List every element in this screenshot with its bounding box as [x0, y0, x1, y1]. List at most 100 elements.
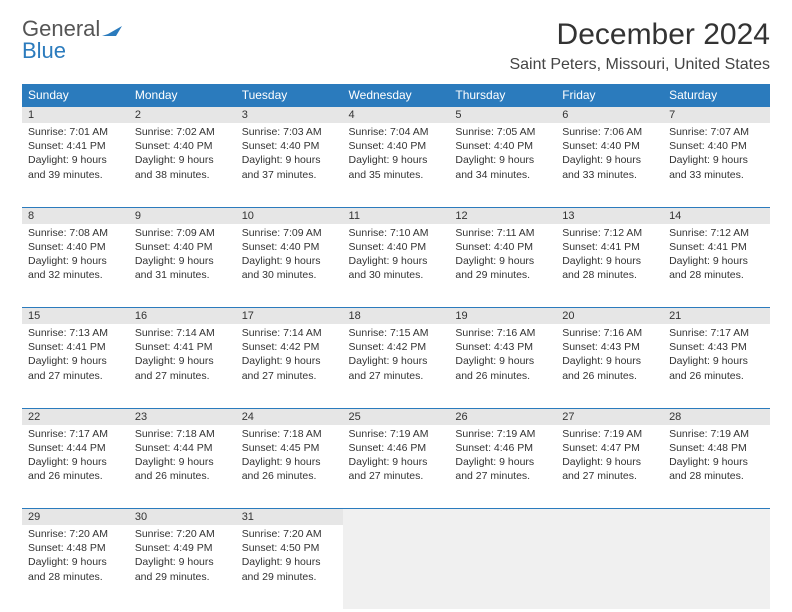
day-number-cell: 14: [663, 207, 770, 224]
sunset-text: Sunset: 4:40 PM: [669, 139, 764, 153]
day-body-row: Sunrise: 7:08 AMSunset: 4:40 PMDaylight:…: [22, 224, 770, 308]
daylight-line2: and 31 minutes.: [135, 268, 230, 282]
sunrise-text: Sunrise: 7:07 AM: [669, 125, 764, 139]
sunrise-text: Sunrise: 7:11 AM: [455, 226, 550, 240]
daylight-line2: and 29 minutes.: [242, 570, 337, 584]
sunset-text: Sunset: 4:41 PM: [135, 340, 230, 354]
daylight-line1: Daylight: 9 hours: [349, 254, 444, 268]
daylight-line1: Daylight: 9 hours: [135, 455, 230, 469]
sunrise-text: Sunrise: 7:19 AM: [669, 427, 764, 441]
daylight-line1: Daylight: 9 hours: [349, 455, 444, 469]
day-number-cell: 2: [129, 107, 236, 124]
daylight-line2: and 26 minutes.: [669, 369, 764, 383]
day-body-cell: Sunrise: 7:11 AMSunset: 4:40 PMDaylight:…: [449, 224, 556, 308]
day-number-cell: 20: [556, 308, 663, 325]
day-number-cell: 11: [343, 207, 450, 224]
sunset-text: Sunset: 4:44 PM: [28, 441, 123, 455]
daylight-line1: Daylight: 9 hours: [455, 455, 550, 469]
daylight-line2: and 32 minutes.: [28, 268, 123, 282]
day-body-row: Sunrise: 7:13 AMSunset: 4:41 PMDaylight:…: [22, 324, 770, 408]
day-number-cell: 25: [343, 408, 450, 425]
sunrise-text: Sunrise: 7:18 AM: [242, 427, 337, 441]
daylight-line1: Daylight: 9 hours: [242, 153, 337, 167]
day-number-cell: [449, 509, 556, 526]
day-number-cell: 3: [236, 107, 343, 124]
day-number-cell: 29: [22, 509, 129, 526]
weekday-header: Saturday: [663, 84, 770, 107]
sunrise-text: Sunrise: 7:09 AM: [135, 226, 230, 240]
sunset-text: Sunset: 4:48 PM: [669, 441, 764, 455]
sunset-text: Sunset: 4:41 PM: [669, 240, 764, 254]
day-body-row: Sunrise: 7:01 AMSunset: 4:41 PMDaylight:…: [22, 123, 770, 207]
day-number-cell: 27: [556, 408, 663, 425]
month-title: December 2024: [509, 18, 770, 52]
sunset-text: Sunset: 4:41 PM: [28, 139, 123, 153]
daylight-line2: and 33 minutes.: [669, 168, 764, 182]
day-number-cell: 28: [663, 408, 770, 425]
sunrise-text: Sunrise: 7:19 AM: [455, 427, 550, 441]
sunrise-text: Sunrise: 7:18 AM: [135, 427, 230, 441]
header: General Blue December 2024 Saint Peters,…: [22, 18, 770, 74]
sunset-text: Sunset: 4:50 PM: [242, 541, 337, 555]
sunset-text: Sunset: 4:44 PM: [135, 441, 230, 455]
logo-text: General Blue: [22, 18, 122, 62]
sunrise-text: Sunrise: 7:05 AM: [455, 125, 550, 139]
daylight-line2: and 27 minutes.: [28, 369, 123, 383]
day-body-cell: Sunrise: 7:18 AMSunset: 4:44 PMDaylight:…: [129, 425, 236, 509]
daylight-line1: Daylight: 9 hours: [669, 153, 764, 167]
day-number-cell: 24: [236, 408, 343, 425]
day-body-cell: Sunrise: 7:04 AMSunset: 4:40 PMDaylight:…: [343, 123, 450, 207]
daylight-line2: and 27 minutes.: [242, 369, 337, 383]
sunset-text: Sunset: 4:42 PM: [349, 340, 444, 354]
logo: General Blue: [22, 18, 122, 62]
day-number-cell: 23: [129, 408, 236, 425]
daylight-line1: Daylight: 9 hours: [242, 455, 337, 469]
daylight-line1: Daylight: 9 hours: [28, 455, 123, 469]
sunset-text: Sunset: 4:40 PM: [135, 139, 230, 153]
daylight-line1: Daylight: 9 hours: [135, 555, 230, 569]
daylight-line2: and 26 minutes.: [242, 469, 337, 483]
sunset-text: Sunset: 4:43 PM: [455, 340, 550, 354]
sunrise-text: Sunrise: 7:20 AM: [135, 527, 230, 541]
daylight-line1: Daylight: 9 hours: [28, 254, 123, 268]
day-number-cell: 26: [449, 408, 556, 425]
daylight-line2: and 27 minutes.: [349, 469, 444, 483]
logo-arrow-icon: [102, 18, 122, 40]
sunset-text: Sunset: 4:40 PM: [242, 139, 337, 153]
sunrise-text: Sunrise: 7:19 AM: [349, 427, 444, 441]
daylight-line1: Daylight: 9 hours: [135, 254, 230, 268]
weekday-header: Tuesday: [236, 84, 343, 107]
day-body-cell: Sunrise: 7:12 AMSunset: 4:41 PMDaylight:…: [556, 224, 663, 308]
sunset-text: Sunset: 4:40 PM: [455, 240, 550, 254]
daylight-line1: Daylight: 9 hours: [562, 455, 657, 469]
day-body-cell: Sunrise: 7:14 AMSunset: 4:41 PMDaylight:…: [129, 324, 236, 408]
day-body-cell: Sunrise: 7:10 AMSunset: 4:40 PMDaylight:…: [343, 224, 450, 308]
calendar-table: SundayMondayTuesdayWednesdayThursdayFrid…: [22, 84, 770, 609]
day-number-cell: 12: [449, 207, 556, 224]
day-body-cell: Sunrise: 7:20 AMSunset: 4:50 PMDaylight:…: [236, 525, 343, 609]
sunset-text: Sunset: 4:40 PM: [349, 240, 444, 254]
daylight-line2: and 39 minutes.: [28, 168, 123, 182]
day-body-cell: [663, 525, 770, 609]
daylight-line2: and 33 minutes.: [562, 168, 657, 182]
day-number-cell: 31: [236, 509, 343, 526]
daylight-line1: Daylight: 9 hours: [669, 354, 764, 368]
daylight-line1: Daylight: 9 hours: [349, 153, 444, 167]
day-number-cell: 19: [449, 308, 556, 325]
sunset-text: Sunset: 4:41 PM: [562, 240, 657, 254]
day-body-cell: Sunrise: 7:12 AMSunset: 4:41 PMDaylight:…: [663, 224, 770, 308]
daylight-line1: Daylight: 9 hours: [28, 555, 123, 569]
daylight-line1: Daylight: 9 hours: [135, 153, 230, 167]
daylight-line1: Daylight: 9 hours: [28, 354, 123, 368]
daylight-line1: Daylight: 9 hours: [562, 153, 657, 167]
daylight-line1: Daylight: 9 hours: [669, 455, 764, 469]
day-body-cell: Sunrise: 7:20 AMSunset: 4:48 PMDaylight:…: [22, 525, 129, 609]
day-number-cell: 6: [556, 107, 663, 124]
daylight-line2: and 27 minutes.: [455, 469, 550, 483]
sunrise-text: Sunrise: 7:14 AM: [242, 326, 337, 340]
sunset-text: Sunset: 4:45 PM: [242, 441, 337, 455]
day-number-cell: 16: [129, 308, 236, 325]
day-body-cell: Sunrise: 7:19 AMSunset: 4:48 PMDaylight:…: [663, 425, 770, 509]
weekday-header: Wednesday: [343, 84, 450, 107]
sunset-text: Sunset: 4:40 PM: [562, 139, 657, 153]
